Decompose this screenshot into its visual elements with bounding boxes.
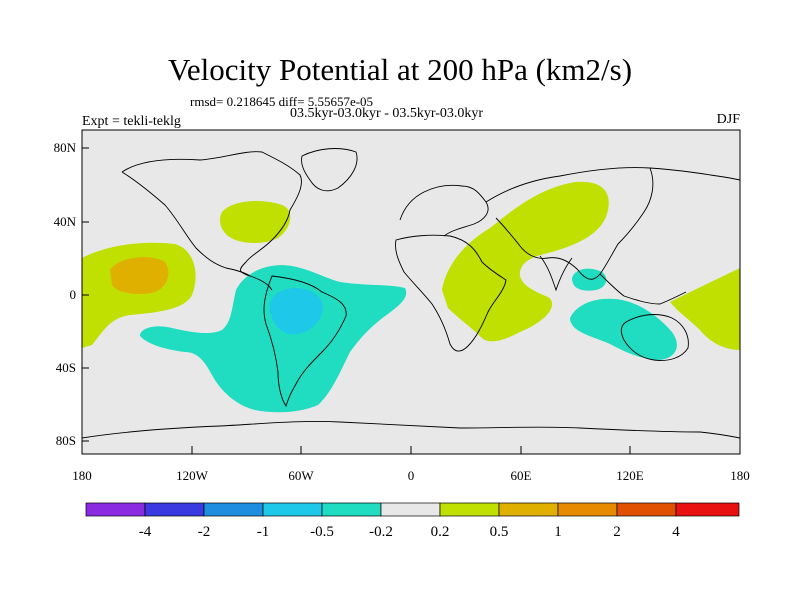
coast-greenland bbox=[301, 148, 358, 192]
coast-india bbox=[539, 255, 573, 292]
stats-label: rmsd= 0.218645 diff= 5.55657e-05 bbox=[190, 94, 374, 109]
lon-label-180w: 180 bbox=[72, 468, 92, 483]
contour-positive-west-pacific bbox=[670, 268, 740, 350]
colorbar-swatch-6 bbox=[439, 502, 500, 517]
colorbar-label-6: 0.5 bbox=[490, 524, 509, 540]
lon-label-60w: 60W bbox=[288, 468, 314, 483]
colorbar-swatch-4 bbox=[321, 502, 382, 517]
period-label: 03.5kyr-03.0kyr - 03.5kyr-03.0kyr bbox=[290, 106, 484, 121]
colorbar-label-3: -0.5 bbox=[310, 524, 334, 540]
contour-positive-north-america bbox=[220, 200, 291, 244]
coastlines bbox=[82, 148, 740, 439]
colorbar-swatch-8 bbox=[557, 502, 618, 517]
contour-mid-south-america bbox=[269, 288, 323, 335]
contour-negative-australia bbox=[570, 298, 677, 360]
latitude-axis: 80N 40N 0 40S 80S bbox=[54, 140, 89, 448]
colorbar-label-9: 4 bbox=[672, 524, 680, 540]
contour-mid-pacific bbox=[110, 257, 169, 294]
colorbar-swatch-3 bbox=[262, 502, 323, 517]
colorbar-label-2: -1 bbox=[257, 524, 270, 540]
contour-positive-africa-asia bbox=[442, 181, 609, 342]
lon-label-120e: 120E bbox=[616, 468, 644, 483]
season-label: DJF bbox=[716, 112, 740, 127]
coast-se-asia bbox=[599, 273, 687, 305]
colorbar: -4 -2 -1 -0.5 -0.2 0.2 0.5 1 2 4 bbox=[85, 502, 740, 540]
lat-label-80s: 80S bbox=[56, 433, 76, 448]
colorbar-label-5: 0.2 bbox=[431, 524, 450, 540]
coast-australia bbox=[620, 314, 689, 361]
colorbar-label-4: -0.2 bbox=[369, 524, 393, 540]
colorbar-label-1: -2 bbox=[198, 524, 211, 540]
colorbar-swatch-0 bbox=[85, 502, 146, 517]
colorbar-swatch-9 bbox=[616, 502, 677, 517]
coast-africa bbox=[395, 234, 507, 352]
coast-south-america bbox=[263, 275, 347, 408]
colorbar-swatch-5 bbox=[380, 502, 441, 517]
colorbar-swatch-2 bbox=[203, 502, 264, 517]
lon-label-120w: 120W bbox=[176, 468, 209, 483]
lon-label-0: 0 bbox=[408, 468, 415, 483]
colorbar-label-0: -4 bbox=[139, 524, 152, 540]
coast-antarctica bbox=[82, 421, 740, 439]
coast-europe bbox=[399, 184, 489, 237]
lon-label-60e: 60E bbox=[511, 468, 532, 483]
chart-title: Velocity Potential at 200 hPa (km2/s) bbox=[167, 52, 633, 87]
coast-asia bbox=[485, 167, 740, 280]
experiment-label: Expt = tekli-teklg bbox=[82, 114, 181, 129]
colorbar-label-8: 2 bbox=[613, 524, 621, 540]
lat-label-0: 0 bbox=[70, 287, 77, 302]
longitude-axis: 180 120W 60W 0 60E 120E 180 bbox=[72, 446, 750, 483]
colorbar-swatch-10 bbox=[675, 502, 740, 517]
coast-north-america-west bbox=[121, 171, 251, 277]
contour-negative-indian-ocean bbox=[572, 268, 607, 291]
lat-label-80n: 80N bbox=[54, 140, 77, 155]
lon-label-180e: 180 bbox=[730, 468, 750, 483]
colorbar-label-7: 1 bbox=[554, 524, 562, 540]
colorbar-swatch-1 bbox=[144, 502, 205, 517]
lat-label-40s: 40S bbox=[56, 360, 76, 375]
colorbar-swatch-7 bbox=[498, 502, 559, 517]
map-plot-area bbox=[82, 130, 740, 454]
lat-label-40n: 40N bbox=[54, 214, 77, 229]
